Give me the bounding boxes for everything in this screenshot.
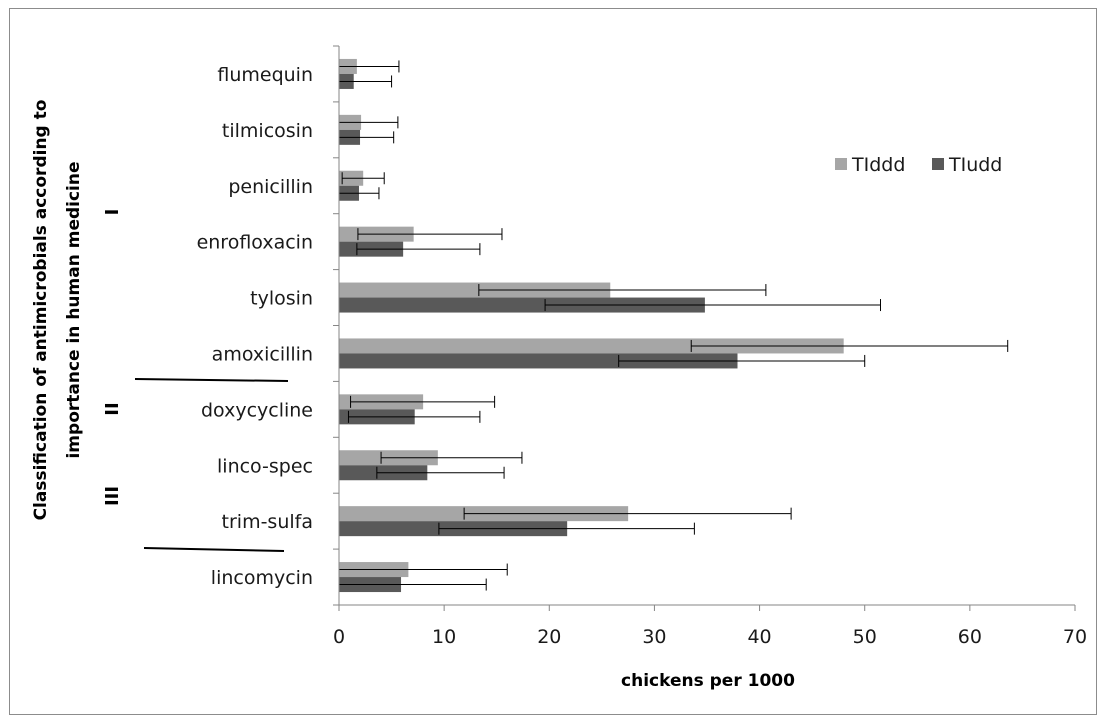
bar-tiudd-tylosin <box>339 297 705 313</box>
category-label: enrofloxacin <box>197 232 313 254</box>
x-tick-label: 0 <box>333 626 345 648</box>
category-label: linco-spec <box>217 455 313 477</box>
y-axis-title-line-1: Classification of antimicrobials accordi… <box>31 100 51 521</box>
group-separator-line <box>134 378 289 382</box>
category-label: trim-sulfa <box>222 511 313 533</box>
legend-label-tiudd: TIudd <box>948 154 1002 176</box>
x-tick-label: 60 <box>958 626 982 648</box>
legend-label-tiddd: TIddd <box>851 154 905 176</box>
group-separator-line <box>143 547 285 552</box>
bar-tiudd-amoxicillin <box>339 353 738 369</box>
category-label: tilmicosin <box>222 120 313 142</box>
x-axis-title: chickens per 1000 <box>621 671 795 691</box>
bar-tiddd-tylosin <box>339 282 611 298</box>
category-label: lincomycin <box>211 567 313 589</box>
category-label: flumequin <box>217 64 313 86</box>
group-label-I: I <box>102 209 123 216</box>
x-tick-label: 50 <box>853 626 877 648</box>
x-tick-label: 30 <box>642 626 666 648</box>
y-axis-title-line-2: importance in human medicine <box>64 161 84 458</box>
x-tick-label: 70 <box>1063 626 1087 648</box>
group-label-II: II <box>102 402 123 415</box>
legend-swatch-tiddd <box>835 158 847 170</box>
legend-swatch-tiudd <box>932 158 944 170</box>
group-label-III: III <box>102 486 123 506</box>
category-label: penicillin <box>228 176 313 198</box>
bar-tiddd-amoxicillin <box>339 338 844 354</box>
x-tick-label: 40 <box>747 626 771 648</box>
x-tick-label: 10 <box>432 626 456 648</box>
x-tick-label: 20 <box>537 626 561 648</box>
category-label: amoxicillin <box>212 343 313 365</box>
category-label: doxycycline <box>201 399 313 421</box>
category-label: tylosin <box>250 288 313 310</box>
